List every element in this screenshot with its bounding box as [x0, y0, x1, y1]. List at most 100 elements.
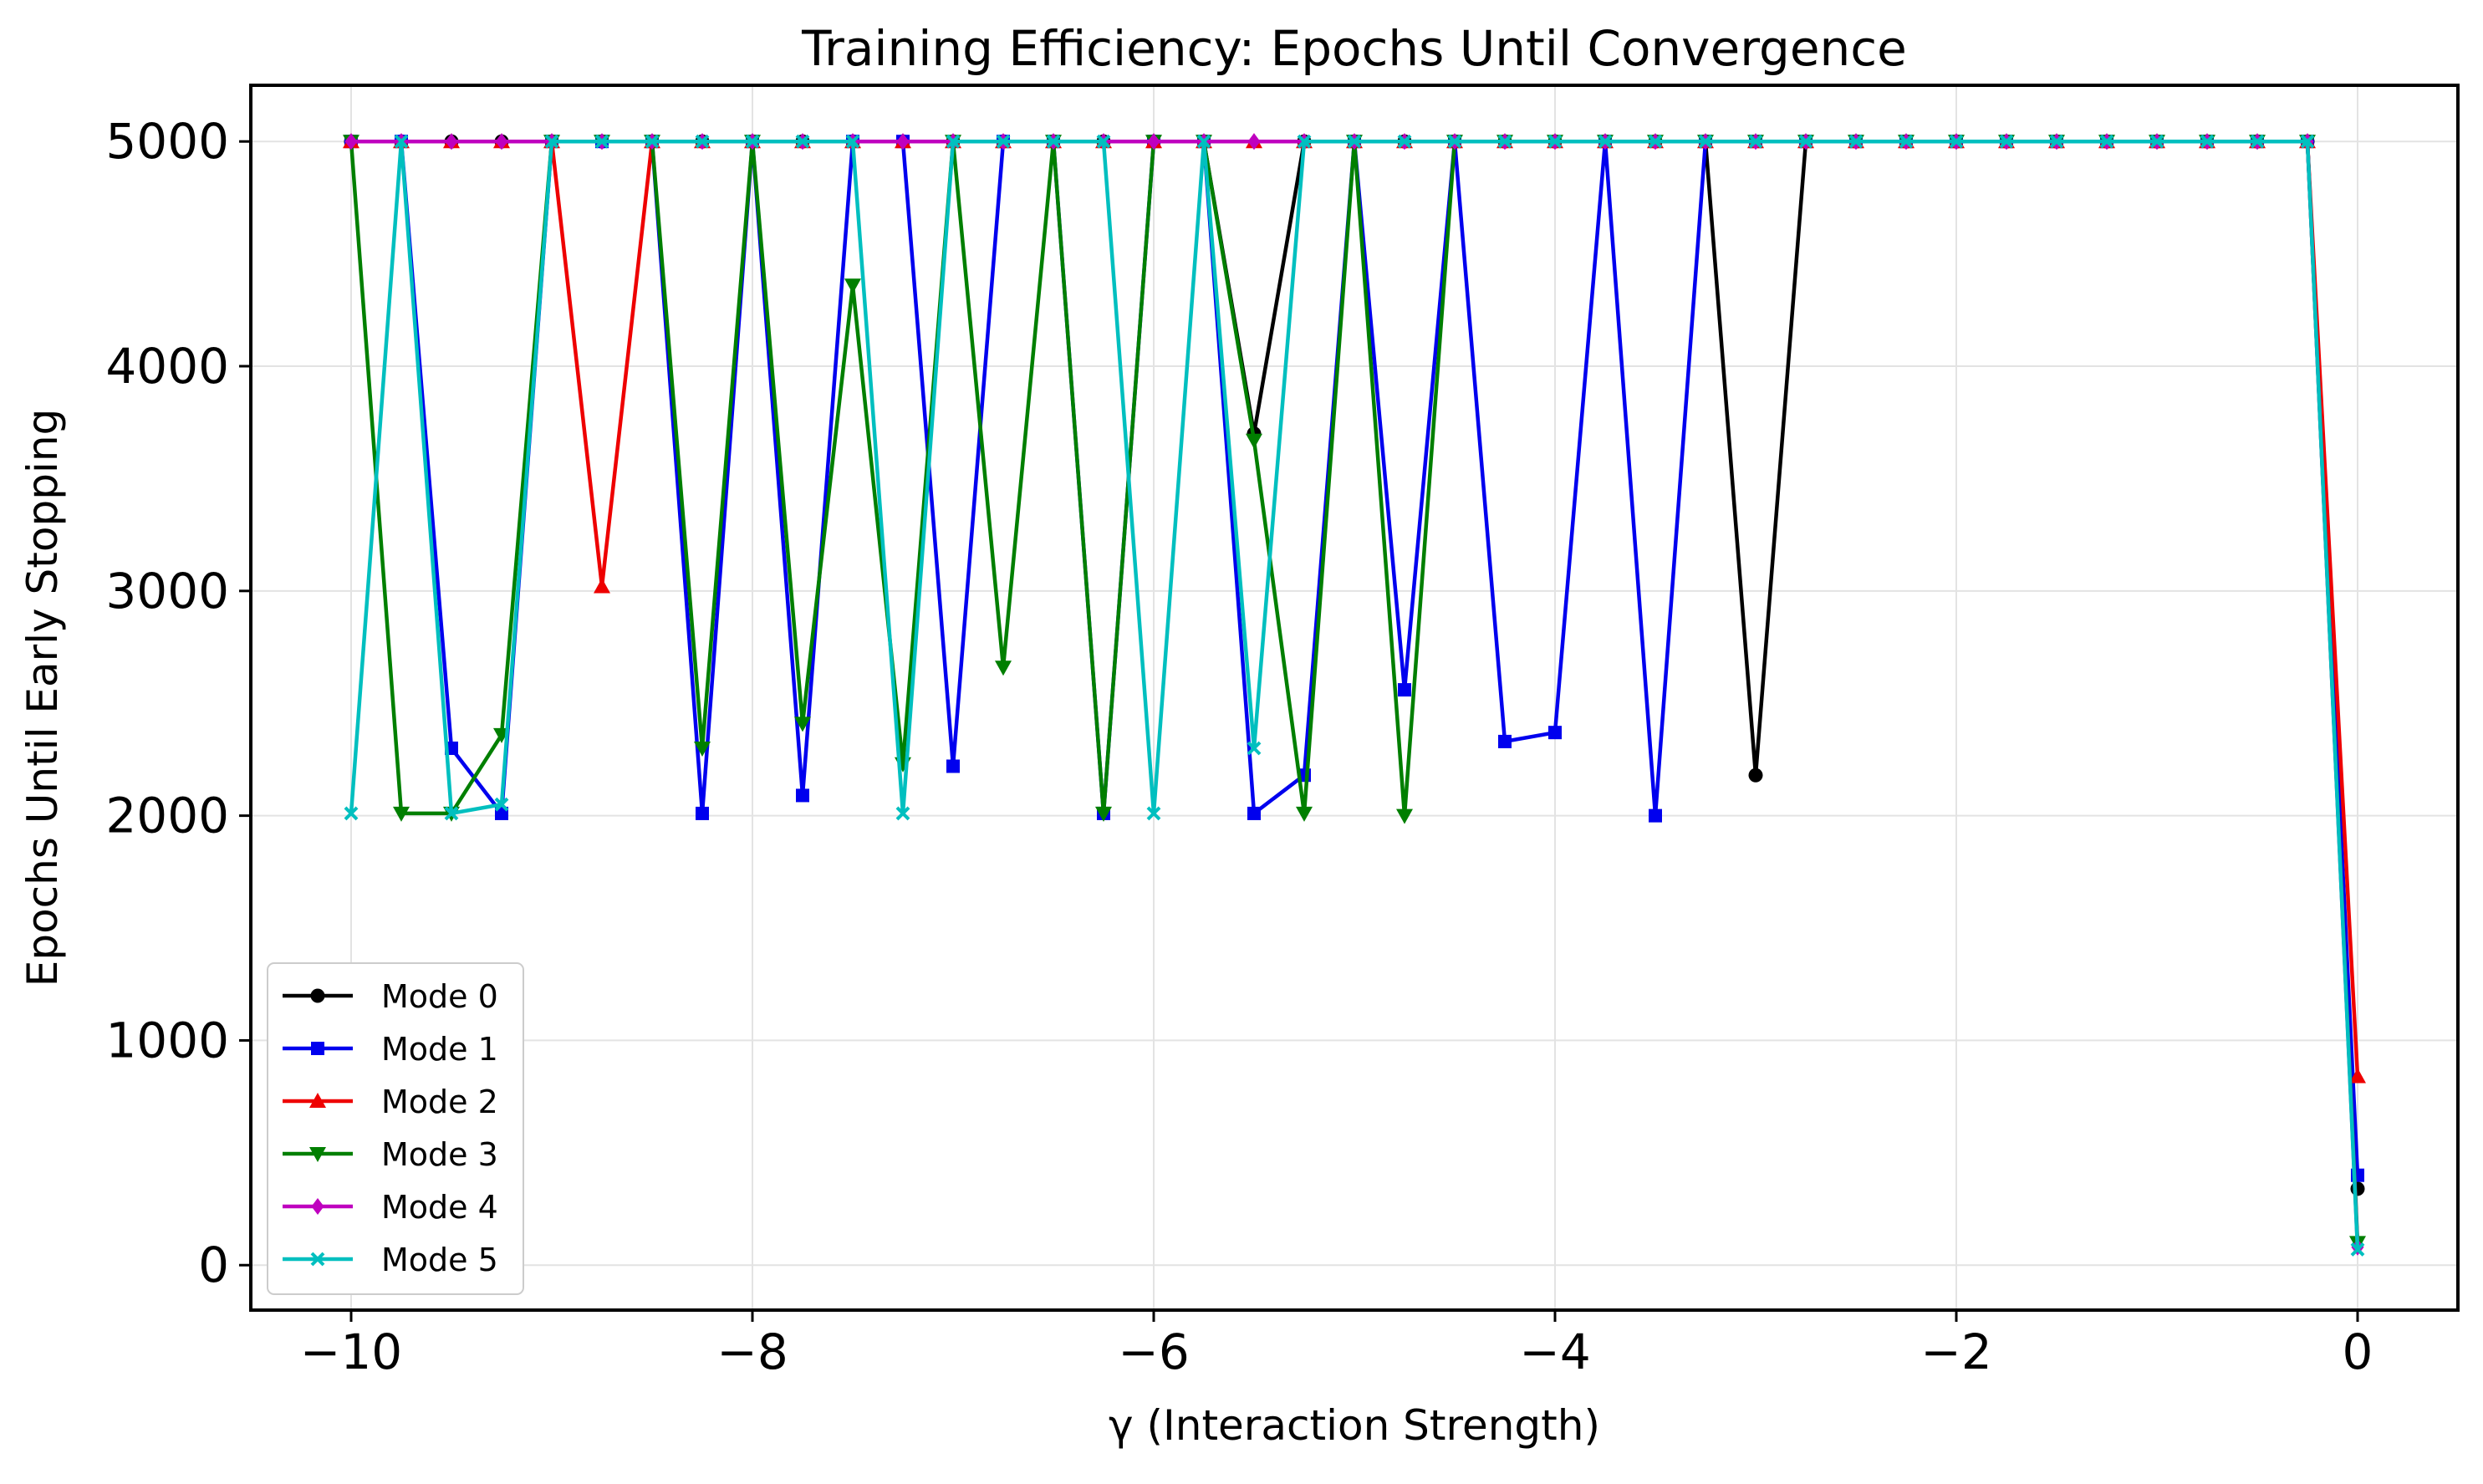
data-point	[896, 133, 910, 150]
data-point	[844, 278, 861, 294]
data-point	[311, 1198, 324, 1215]
chart-title: Training Efficiency: Epochs Until Conver…	[801, 20, 1907, 77]
x-tick-label: −2	[1920, 1323, 1992, 1380]
data-point	[445, 133, 458, 150]
data-point	[2350, 1242, 2365, 1257]
data-point	[1547, 134, 1563, 149]
data-point	[310, 1252, 325, 1267]
data-point	[2099, 134, 2114, 149]
data-point	[946, 134, 961, 149]
data-point	[1698, 134, 1713, 149]
series-mode-5	[344, 134, 2365, 1257]
x-tick-label: −10	[300, 1323, 402, 1380]
data-point	[696, 806, 709, 820]
legend-label: Mode 4	[381, 1189, 498, 1226]
data-point	[1347, 134, 1362, 149]
x-tick-label: −8	[716, 1323, 788, 1380]
data-point	[1046, 134, 1061, 149]
data-point	[795, 134, 810, 149]
data-point	[946, 759, 960, 773]
data-point	[1247, 133, 1261, 150]
data-point	[1296, 806, 1313, 822]
data-point	[2149, 134, 2164, 149]
data-point	[393, 806, 410, 822]
legend-label: Mode 2	[381, 1084, 498, 1120]
data-point	[1398, 683, 1411, 697]
data-point	[845, 134, 860, 149]
y-tick-label: 5000	[105, 113, 229, 170]
data-point	[2200, 134, 2215, 149]
legend-entry: Mode 3	[283, 1136, 498, 1173]
data-point	[311, 1042, 324, 1055]
y-tick-label: 1000	[105, 1012, 229, 1068]
data-point	[1899, 134, 1914, 149]
data-point	[2349, 1068, 2366, 1084]
data-point	[1147, 133, 1160, 150]
gridlines	[251, 85, 2458, 1310]
legend-entry: Mode 0	[283, 978, 498, 1015]
data-point	[745, 134, 760, 149]
data-point	[1095, 806, 1112, 822]
data-point	[544, 134, 559, 149]
y-tick-label: 0	[198, 1237, 229, 1293]
data-point	[2250, 134, 2265, 149]
data-point	[1247, 806, 1261, 820]
data-point	[1598, 134, 1613, 149]
x-tick-label: −6	[1118, 1323, 1190, 1380]
axis-ticks: −10 −8 −6 −4 −2 0 0 1000 2000 3000 4000 5000	[105, 113, 2373, 1380]
x-tick-label: −4	[1519, 1323, 1591, 1380]
legend-entry: Mode 5	[283, 1242, 498, 1278]
legend-label: Mode 0	[381, 978, 498, 1015]
data-point	[594, 578, 610, 594]
legend-label: Mode 3	[381, 1136, 498, 1173]
data-point	[796, 788, 809, 803]
data-point	[1648, 134, 1663, 149]
data-point	[344, 133, 358, 150]
data-point	[1196, 134, 1211, 149]
data-point	[309, 1147, 326, 1162]
data-point	[1798, 134, 1813, 149]
plot-frame	[249, 84, 2460, 1312]
data-point	[1498, 734, 1512, 748]
data-point	[645, 134, 660, 149]
legend-entry: Mode 4	[283, 1189, 498, 1226]
x-axis-label: γ (Interaction Strength)	[1109, 1401, 1600, 1450]
data-point	[1748, 767, 1763, 783]
data-point	[2049, 134, 2064, 149]
data-point	[1748, 134, 1763, 149]
data-point	[996, 134, 1011, 149]
legend-entry: Mode 2	[283, 1084, 498, 1120]
data-point	[895, 806, 910, 821]
data-point	[494, 797, 509, 812]
data-point	[1649, 808, 1662, 823]
legend-label: Mode 1	[381, 1031, 498, 1068]
y-tick-label: 4000	[105, 338, 229, 395]
data-point	[694, 741, 711, 757]
data-point	[394, 134, 409, 149]
data-point	[1297, 134, 1312, 149]
data-point	[495, 133, 508, 150]
data-point	[695, 134, 710, 149]
data-point	[1999, 134, 2014, 149]
data-point	[2300, 134, 2315, 149]
data-point	[1247, 741, 1262, 756]
y-axis-label: Epochs Until Early Stopping	[18, 409, 67, 987]
y-tick-label: 2000	[105, 788, 229, 844]
x-tick-label: 0	[2343, 1323, 2373, 1380]
data-point	[344, 806, 359, 821]
data-point	[995, 660, 1012, 676]
data-point	[1848, 134, 1864, 149]
series-lines	[343, 133, 2366, 1257]
data-point	[1548, 726, 1562, 740]
legend: Mode 0 Mode 1 Mode 2 Mode 3 Mode 4 Mode 5	[267, 962, 524, 1295]
data-point	[1949, 134, 1964, 149]
data-point	[1146, 806, 1161, 821]
data-point	[1447, 134, 1462, 149]
data-point	[1246, 433, 1262, 449]
legend-entry: Mode 1	[283, 1031, 498, 1068]
data-point	[794, 717, 811, 732]
data-point	[1396, 808, 1413, 824]
data-point	[1096, 134, 1111, 149]
